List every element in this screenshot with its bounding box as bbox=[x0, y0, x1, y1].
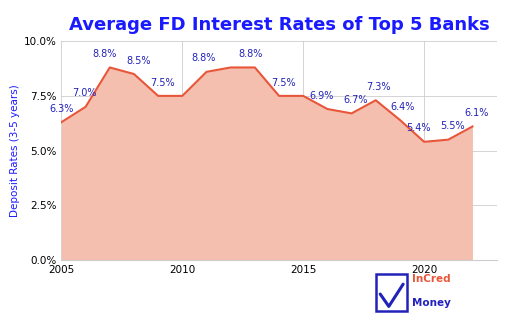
Text: 6.9%: 6.9% bbox=[310, 91, 334, 101]
Text: 5.4%: 5.4% bbox=[407, 124, 431, 133]
Text: 7.3%: 7.3% bbox=[366, 82, 391, 92]
Text: 7.0%: 7.0% bbox=[72, 88, 96, 99]
Text: Money: Money bbox=[412, 298, 451, 308]
Text: InCred: InCred bbox=[412, 274, 451, 284]
Text: 8.8%: 8.8% bbox=[239, 49, 263, 59]
Text: 8.5%: 8.5% bbox=[126, 56, 151, 66]
Text: 6.3%: 6.3% bbox=[49, 104, 74, 114]
Text: 7.5%: 7.5% bbox=[271, 78, 295, 87]
Text: 6.1%: 6.1% bbox=[464, 108, 489, 118]
Text: 7.5%: 7.5% bbox=[150, 78, 175, 87]
Title: Average FD Interest Rates of Top 5 Banks: Average FD Interest Rates of Top 5 Banks bbox=[69, 16, 489, 34]
Text: 6.4%: 6.4% bbox=[391, 102, 415, 112]
Text: 5.5%: 5.5% bbox=[440, 121, 465, 131]
FancyBboxPatch shape bbox=[376, 274, 407, 311]
Text: 8.8%: 8.8% bbox=[191, 54, 216, 63]
Text: 6.7%: 6.7% bbox=[344, 95, 368, 105]
Y-axis label: Deposit Rates (3-5 years): Deposit Rates (3-5 years) bbox=[10, 84, 19, 217]
Text: 8.8%: 8.8% bbox=[92, 49, 116, 59]
